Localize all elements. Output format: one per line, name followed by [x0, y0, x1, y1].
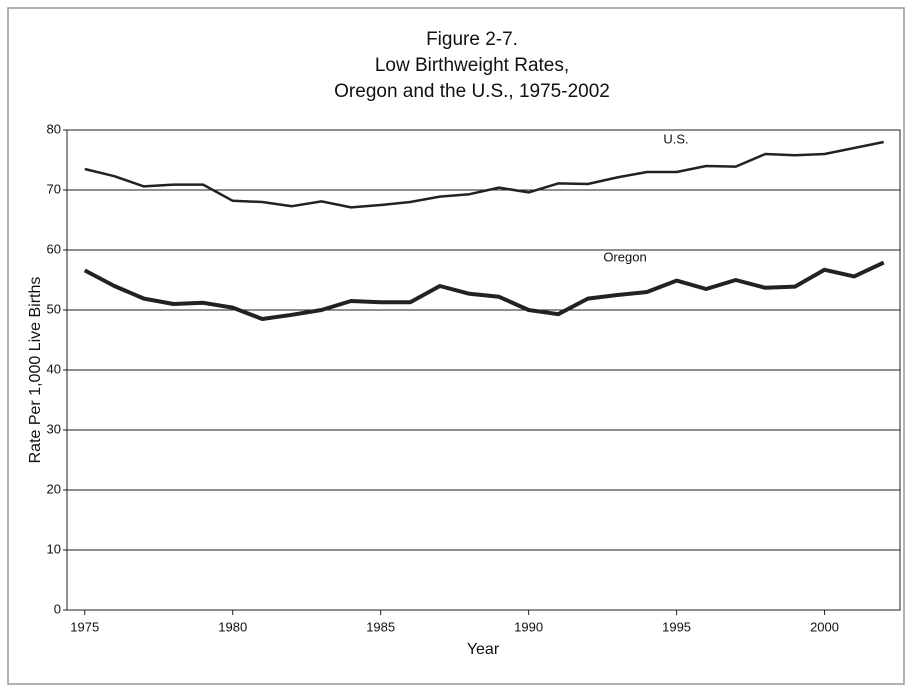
y-tick-label: 70 — [47, 181, 61, 196]
chart-title: Figure 2-7. — [426, 29, 518, 50]
y-axis-title: Rate Per 1,000 Live Births — [27, 277, 44, 464]
x-tick-label: 1995 — [662, 619, 691, 634]
series-line — [84, 140, 884, 209]
chart-title: Low Birthweight Rates, — [375, 55, 569, 76]
chart-title: Oregon and the U.S., 1975-2002 — [334, 81, 610, 102]
y-tick-label: 20 — [47, 481, 61, 496]
series-label: Oregon — [603, 249, 646, 264]
x-tick-label: 1990 — [514, 619, 543, 634]
x-tick-label: 1985 — [366, 619, 395, 634]
x-tick-label: 2000 — [810, 619, 839, 634]
plot-border — [66, 129, 901, 611]
y-tick-label: 0 — [54, 601, 61, 616]
series-line — [83, 260, 885, 321]
series-label: U.S. — [663, 131, 688, 146]
y-tick-label: 60 — [47, 241, 61, 256]
x-tick-label: 1980 — [218, 619, 247, 634]
y-tick-label: 80 — [47, 121, 61, 136]
y-tick-label: 30 — [47, 421, 61, 436]
x-axis-title: Year — [467, 641, 500, 658]
y-tick-label: 10 — [47, 541, 61, 556]
y-tick-label: 40 — [47, 361, 61, 376]
x-tick-label: 1975 — [70, 619, 99, 634]
y-tick-label: 50 — [47, 301, 61, 316]
frame — [7, 7, 905, 685]
